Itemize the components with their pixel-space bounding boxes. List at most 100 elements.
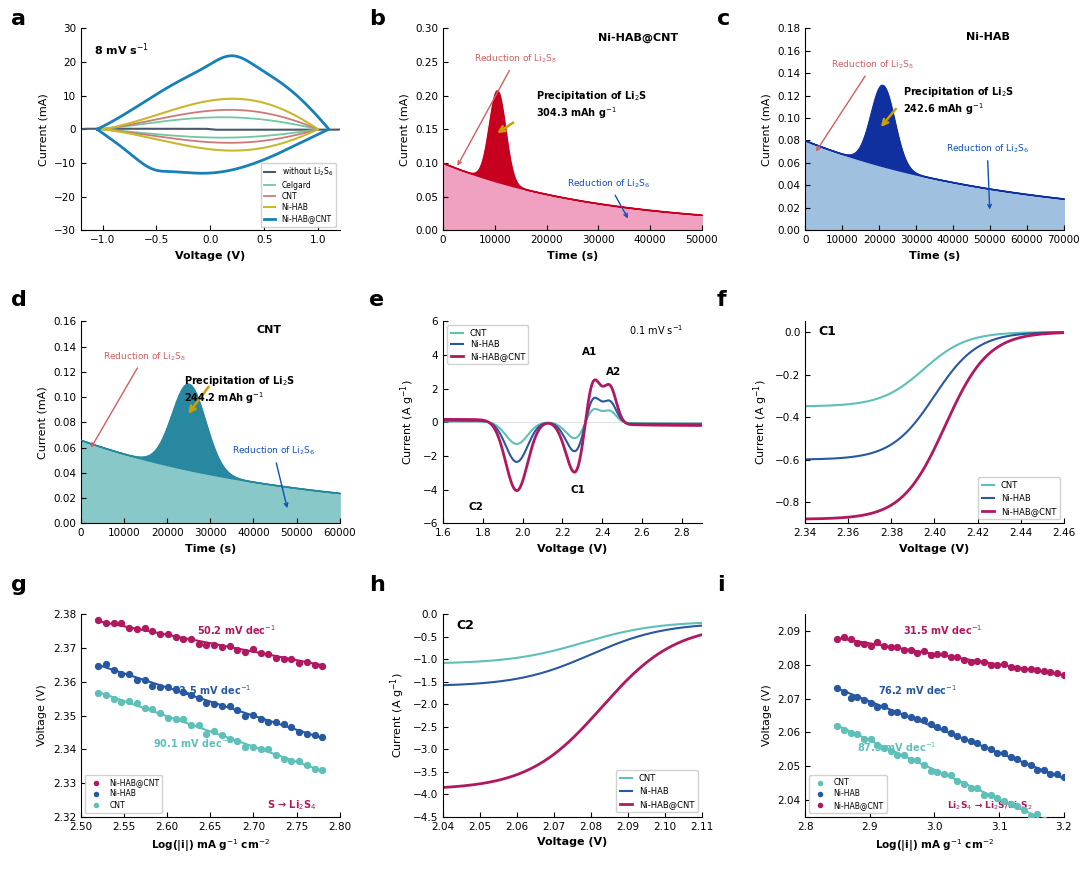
Point xyxy=(969,736,986,750)
Point xyxy=(862,639,879,653)
Point xyxy=(298,655,315,669)
Point xyxy=(167,630,185,644)
Ni-HAB@CNT xyxy=(589,709,602,720)
Point xyxy=(982,743,999,757)
Ni-HAB@CNT xyxy=(589,375,602,385)
Line: Ni-HAB@CNT: Ni-HAB@CNT xyxy=(806,333,1064,519)
Ni-HAB@CNT xyxy=(436,782,449,793)
Ni-HAB@CNT xyxy=(296,95,309,106)
Point xyxy=(1009,661,1026,675)
Ni-HAB xyxy=(865,448,878,458)
CNT xyxy=(589,634,602,644)
Text: CNT: CNT xyxy=(257,326,282,335)
Legend: CNT, Ni-HAB, Ni-HAB@CNT: CNT, Ni-HAB, Ni-HAB@CNT xyxy=(809,775,887,813)
Line: Ni-HAB@CNT: Ni-HAB@CNT xyxy=(97,55,328,173)
CNT xyxy=(845,399,858,409)
Ni-HAB xyxy=(546,419,559,429)
Ni-HAB xyxy=(436,680,449,691)
Text: e: e xyxy=(369,290,384,311)
Ni-HAB xyxy=(951,359,964,370)
Ni-HAB@CNT xyxy=(503,772,516,782)
Ni-HAB xyxy=(266,141,279,151)
Point xyxy=(935,767,953,781)
Text: g: g xyxy=(11,576,27,596)
Text: Ni-HAB: Ni-HAB xyxy=(966,33,1010,42)
Point xyxy=(1055,770,1072,784)
Ni-HAB@CNT xyxy=(226,50,239,61)
Point xyxy=(306,657,323,671)
Point xyxy=(268,715,285,729)
Ni-HAB xyxy=(457,415,470,426)
Celgard xyxy=(253,131,266,142)
Point xyxy=(175,712,192,726)
Point xyxy=(167,712,185,726)
CNT xyxy=(96,124,109,135)
Ni-HAB xyxy=(122,118,135,128)
Point xyxy=(996,745,1013,759)
Point xyxy=(916,644,933,658)
Point xyxy=(996,656,1013,671)
Ni-HAB@CNT xyxy=(235,162,248,172)
Ni-HAB xyxy=(696,620,708,631)
Point xyxy=(836,722,853,737)
Ni-HAB@CNT xyxy=(632,664,645,675)
X-axis label: Time (s): Time (s) xyxy=(185,544,235,554)
Point xyxy=(229,703,246,717)
Point xyxy=(1009,799,1026,813)
CNT xyxy=(584,407,597,417)
Point xyxy=(895,748,913,762)
Ni-HAB@CNT xyxy=(197,168,210,179)
CNT xyxy=(457,416,470,427)
Text: 31.5 mV dec$^{-1}$: 31.5 mV dec$^{-1}$ xyxy=(904,623,983,637)
CNT xyxy=(224,137,237,148)
Point xyxy=(1009,752,1026,766)
Point xyxy=(855,637,873,651)
Ni-HAB xyxy=(971,341,984,352)
Point xyxy=(916,713,933,727)
Point xyxy=(1015,662,1032,676)
Text: C2: C2 xyxy=(469,502,484,512)
Point xyxy=(849,690,866,704)
Celgard xyxy=(96,124,109,135)
Ni-HAB xyxy=(556,429,569,440)
Point xyxy=(942,768,959,782)
X-axis label: Log(|i|) mA g$^{-1}$ cm$^{-2}$: Log(|i|) mA g$^{-1}$ cm$^{-2}$ xyxy=(875,837,994,854)
without Li$_2$S$_6$ xyxy=(208,124,221,135)
Point xyxy=(198,696,215,710)
Ni-HAB xyxy=(632,631,645,642)
Point xyxy=(842,726,860,740)
Point xyxy=(855,693,873,708)
Ni-HAB xyxy=(589,392,602,403)
Text: Reduction of Li$_2$S$_8$: Reduction of Li$_2$S$_8$ xyxy=(92,350,186,446)
Point xyxy=(1049,767,1066,781)
Legend: Ni-HAB@CNT, Ni-HAB, CNT: Ni-HAB@CNT, Ni-HAB, CNT xyxy=(85,775,162,813)
Point xyxy=(283,720,300,734)
Point xyxy=(314,658,332,672)
Ni-HAB@CNT xyxy=(696,629,708,640)
Ni-HAB xyxy=(584,399,597,409)
Point xyxy=(112,695,130,709)
Point xyxy=(1002,660,1020,674)
Y-axis label: Current (A g$^{-1}$): Current (A g$^{-1}$) xyxy=(399,379,417,466)
Line: Ni-HAB: Ni-HAB xyxy=(806,333,1064,459)
Point xyxy=(151,627,168,642)
Point xyxy=(836,685,853,699)
Point xyxy=(1049,666,1066,680)
CNT xyxy=(546,418,559,429)
Point xyxy=(105,693,122,707)
CNT xyxy=(483,656,496,666)
Text: C2: C2 xyxy=(456,619,474,632)
Ni-HAB@CNT xyxy=(1057,327,1070,338)
Celgard xyxy=(216,132,229,143)
without Li$_2$S$_6$ xyxy=(298,124,311,135)
Line: CNT: CNT xyxy=(103,110,319,143)
Ni-HAB xyxy=(554,662,567,672)
Ni-HAB@CNT xyxy=(192,168,205,179)
CNT xyxy=(556,424,569,435)
Point xyxy=(1002,751,1020,765)
CNT xyxy=(253,136,266,147)
Point xyxy=(1036,813,1053,827)
Point xyxy=(244,642,261,656)
Point xyxy=(988,791,1005,805)
Point xyxy=(929,647,946,661)
